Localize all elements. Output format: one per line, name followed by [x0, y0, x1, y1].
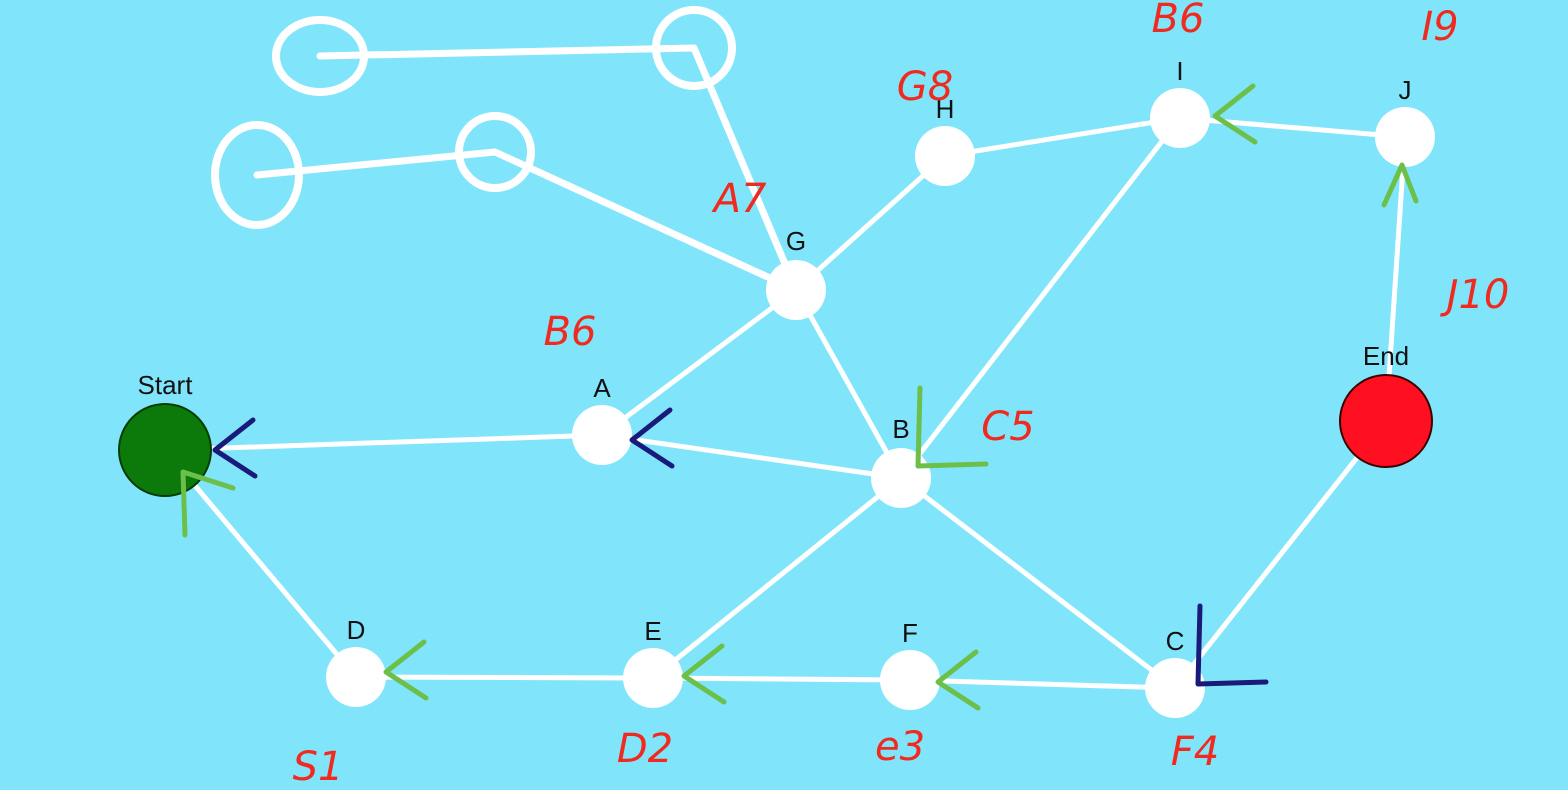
node-start[interactable] — [118, 403, 212, 497]
edge-A-B — [599, 432, 904, 481]
node-J[interactable] — [1375, 107, 1435, 167]
annotation-C: F4 — [1171, 729, 1219, 775]
path-arrow-B-7 — [915, 385, 989, 469]
edge-H-I — [942, 115, 1183, 159]
node-end[interactable] — [1339, 374, 1433, 468]
node-E[interactable] — [623, 648, 683, 708]
hollow-node-u4 — [455, 112, 535, 192]
path-arrow-start-2 — [180, 469, 236, 538]
edge-start-A — [162, 432, 605, 453]
node-label-A: A — [593, 373, 611, 403]
node-G[interactable] — [766, 260, 826, 320]
path-arrow-J-9 — [1381, 162, 1419, 208]
edge-J-end — [1383, 134, 1408, 424]
edge-E-F — [650, 675, 913, 683]
edge-F-C — [907, 677, 1178, 691]
annotation-D: S1 — [293, 744, 344, 790]
edge-start-D — [162, 447, 359, 680]
edge-u1-u2 — [316, 44, 698, 60]
node-label-H: H — [936, 94, 955, 124]
edge-B-E — [650, 475, 904, 681]
annotation-F: e3 — [875, 724, 925, 770]
edges-layer — [162, 44, 1408, 691]
annotation-J: I9 — [1421, 4, 1458, 50]
path-arrow-F-5 — [935, 649, 981, 711]
node-I[interactable] — [1150, 88, 1210, 148]
node-label-end: End — [1363, 341, 1409, 371]
edge-A-G — [599, 287, 799, 438]
labels-layer: Start A B C D E F G H I J End — [138, 56, 1412, 656]
node-label-I: I — [1176, 56, 1183, 86]
node-label-F: F — [902, 618, 918, 648]
edge-I-B — [898, 115, 1183, 481]
annotation-I: B6 — [1152, 0, 1205, 42]
edge-B-C — [898, 475, 1178, 691]
edge-I-J — [1177, 115, 1408, 140]
annotation-B: C5 — [981, 404, 1034, 450]
hollow-node-u2 — [652, 6, 736, 90]
annotation-G: A7 — [711, 176, 767, 222]
node-B[interactable] — [871, 448, 931, 508]
node-label-J: J — [1399, 75, 1412, 105]
hollow-node-u3 — [211, 121, 303, 229]
path-arrow-start-1 — [212, 417, 258, 479]
path-arrow-E-4 — [681, 643, 727, 705]
edge-G-B — [793, 287, 904, 481]
node-label-G: G — [786, 226, 806, 256]
edge-D-E — [353, 674, 656, 681]
path-arrow-A-0 — [629, 407, 675, 469]
node-D[interactable] — [326, 647, 386, 707]
node-label-start: Start — [138, 370, 194, 400]
annotation-end: J10 — [1440, 272, 1510, 318]
node-H[interactable] — [915, 126, 975, 186]
node-label-D: D — [347, 615, 366, 645]
annotations-layer: B6 C5 F4 S1 D2 e3 A7 G8 B6 I9 J10 — [293, 0, 1510, 790]
node-label-C: C — [1166, 626, 1185, 656]
hollow-node-u1 — [272, 16, 368, 96]
node-C[interactable] — [1145, 658, 1205, 718]
arrows-layer — [180, 83, 1419, 711]
path-arrow-I-8 — [1212, 83, 1258, 145]
nodes-layer — [118, 6, 1435, 718]
path-arrow-C-6 — [1195, 603, 1269, 687]
node-label-E: E — [644, 616, 661, 646]
annotation-H: G8 — [897, 64, 953, 110]
node-A[interactable] — [572, 405, 632, 465]
annotation-A: B6 — [544, 309, 597, 355]
annotation-E: D2 — [617, 726, 673, 772]
node-label-B: B — [892, 414, 909, 444]
node-F[interactable] — [880, 650, 940, 710]
path-arrow-D-3 — [383, 639, 429, 701]
edge-C-end — [1172, 418, 1389, 691]
edge-u2-G — [690, 44, 800, 294]
edge-G-H — [793, 153, 948, 293]
edge-u4-G — [491, 148, 800, 294]
